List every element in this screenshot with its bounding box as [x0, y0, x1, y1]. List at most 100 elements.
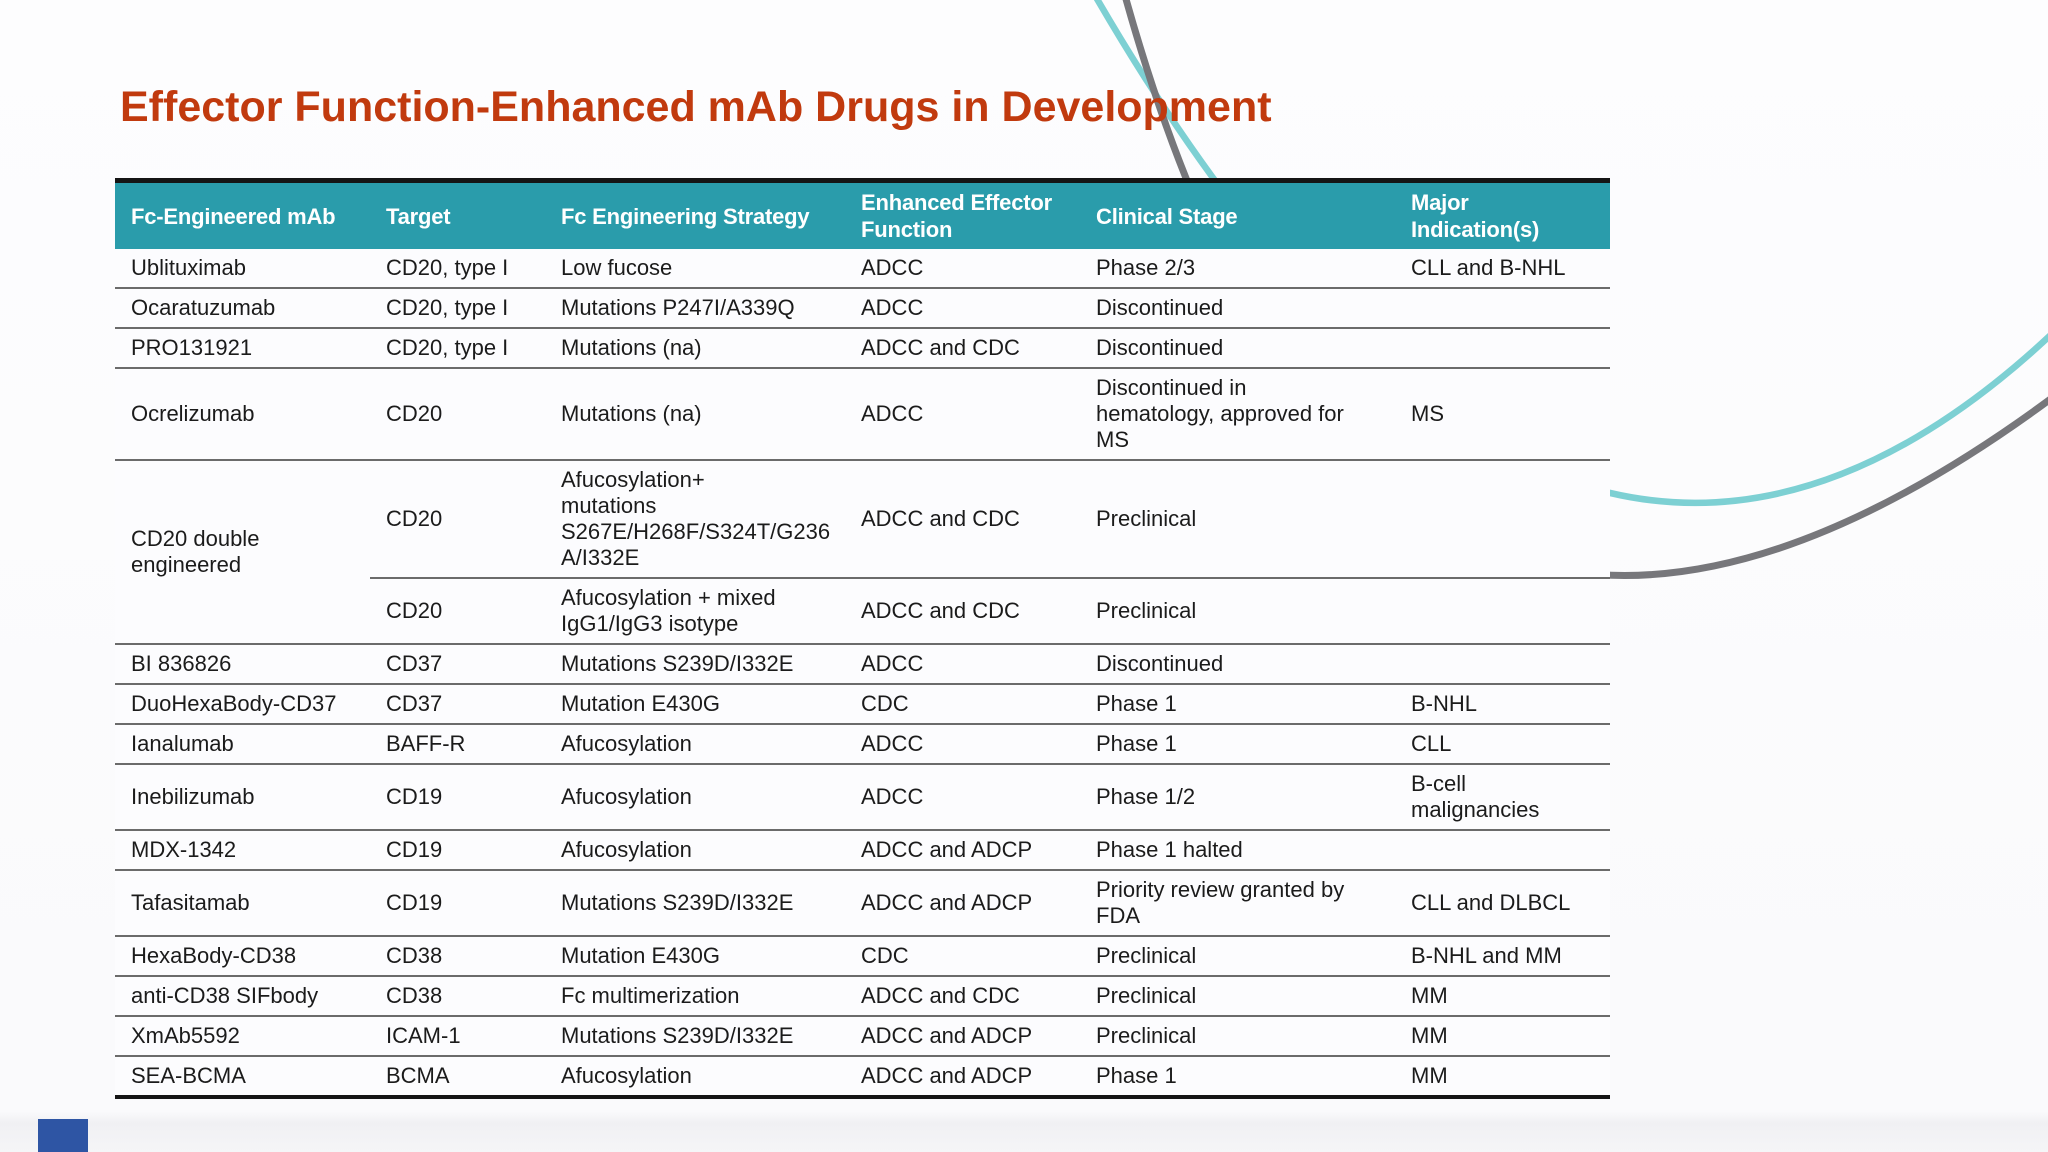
table-cell: Discontinued	[1080, 327, 1395, 368]
table-row: BI 836826 CD37 Mutations S239D/I332E ADCC Di…	[115, 643, 1610, 684]
table-row: CD20 Afucosylation + mixed IgG1/IgG3 isot…	[115, 577, 1610, 644]
table-row: SEA-BCMA BCMA Afucosylation ADCC and ADCP Ph…	[115, 1055, 1610, 1097]
slide-title: Effector Function-Enhanced mAb Drugs in …	[120, 83, 1272, 131]
table-cell: Mutations P247I/A339Q	[545, 287, 845, 328]
table-cell: CD20, type I	[370, 287, 545, 328]
table-row: Ocaratuzumab CD20, type I Mutations P247I/…	[115, 287, 1610, 328]
table-cell: ADCC	[845, 367, 1080, 460]
table-row: MDX-1342 CD19 Afucosylation ADCC and ADCP Ph…	[115, 829, 1610, 870]
table-cell: ADCC	[845, 643, 1080, 684]
table-cell: B-cell malignancies	[1395, 763, 1610, 830]
table-cell: CDC	[845, 935, 1080, 976]
table-cell: ADCC and ADCP	[845, 829, 1080, 870]
table-cell	[1395, 829, 1610, 870]
table-cell: anti-CD38 SIFbody	[115, 975, 370, 1016]
table-header-row: Fc-Engineered mAb Target Fc Engineering St…	[115, 180, 1610, 249]
column-header-4: Clinical Stage	[1080, 180, 1395, 249]
table-cell: Phase 1/2	[1080, 763, 1395, 830]
table-cell: SEA-BCMA	[115, 1055, 370, 1097]
table-row: PRO131921 CD20, type I Mutations (na) ADCC …	[115, 327, 1610, 368]
table-cell: Ocrelizumab	[115, 367, 370, 460]
table-cell: ADCC and ADCP	[845, 1015, 1080, 1056]
table-cell	[1395, 459, 1610, 578]
table-cell: ADCC	[845, 287, 1080, 328]
table-row: DuoHexaBody-CD37 CD37 Mutation E430G CDC Pha…	[115, 683, 1610, 724]
table-cell: ADCC and CDC	[845, 975, 1080, 1016]
table-cell: Inebilizumab	[115, 763, 370, 830]
table-cell: Preclinical	[1080, 1015, 1395, 1056]
table-cell	[1395, 577, 1610, 644]
table-cell: Afucosylation + mixed IgG1/IgG3 isotype	[545, 577, 845, 644]
column-header-5: Major Indication(s)	[1395, 180, 1610, 249]
table-cell: Discontinued	[1080, 643, 1395, 684]
table-cell: B-NHL	[1395, 683, 1610, 724]
table-cell: ADCC and CDC	[845, 327, 1080, 368]
table-row: Tafasitamab CD19 Mutations S239D/I332E ADCC…	[115, 869, 1610, 936]
table-cell: ICAM-1	[370, 1015, 545, 1056]
table-row: Inebilizumab CD19 Afucosylation ADCC Phase 1…	[115, 763, 1610, 830]
table-cell: Afucosylation	[545, 763, 845, 830]
table-cell: CD38	[370, 935, 545, 976]
table-cell: Afucosylation	[545, 1055, 845, 1097]
corner-accent-square	[38, 1119, 88, 1152]
table-cell	[1395, 327, 1610, 368]
table-cell: Preclinical	[1080, 935, 1395, 976]
table-cell: CD20	[370, 577, 545, 644]
column-header-2: Fc Engineering Strategy	[545, 180, 845, 249]
table-cell: CD19	[370, 869, 545, 936]
table-cell: Afucosylation	[545, 723, 845, 764]
table-cell: XmAb5592	[115, 1015, 370, 1056]
mab-drugs-table: Fc-Engineered mAb Target Fc Engineering St…	[115, 178, 1610, 1099]
table-cell: CD20, type I	[370, 327, 545, 368]
table-cell: CD20 double engineered	[115, 459, 370, 644]
table-cell: Mutations (na)	[545, 367, 845, 460]
table-cell: ADCC and ADCP	[845, 1055, 1080, 1097]
table-row: anti-CD38 SIFbody CD38 Fc multimerization A…	[115, 975, 1610, 1016]
table-cell: Mutations S239D/I332E	[545, 1015, 845, 1056]
table-body: Ublituximab CD20, type I Low fucose ADCC Pha…	[115, 249, 1610, 1097]
table-cell: Mutations (na)	[545, 327, 845, 368]
table-cell: ADCC and CDC	[845, 577, 1080, 644]
table-cell: Ianalumab	[115, 723, 370, 764]
table-cell: MM	[1395, 1055, 1610, 1097]
table-cell: CLL	[1395, 723, 1610, 764]
table-row: Ocrelizumab CD20 Mutations (na) ADCC Discont…	[115, 367, 1610, 460]
table-cell: Phase 1	[1080, 723, 1395, 764]
table-cell: Afucosylation	[545, 829, 845, 870]
table-cell: CD37	[370, 643, 545, 684]
table-cell: ADCC and CDC	[845, 459, 1080, 578]
table-cell: Fc multimerization	[545, 975, 845, 1016]
table-cell: CD37	[370, 683, 545, 724]
column-header-0: Fc-Engineered mAb	[115, 180, 370, 249]
table-cell: Mutation E430G	[545, 935, 845, 976]
column-header-1: Target	[370, 180, 545, 249]
table-cell: Tafasitamab	[115, 869, 370, 936]
table-cell: Phase 1	[1080, 1055, 1395, 1097]
table-cell	[1395, 287, 1610, 328]
table-cell: CD19	[370, 829, 545, 870]
table-cell: B-NHL and MM	[1395, 935, 1610, 976]
table-cell: ADCC	[845, 763, 1080, 830]
table-cell: MM	[1395, 975, 1610, 1016]
table-cell: CD38	[370, 975, 545, 1016]
table-cell: BAFF-R	[370, 723, 545, 764]
table-cell: BCMA	[370, 1055, 545, 1097]
table-cell: Ocaratuzumab	[115, 287, 370, 328]
table-cell: DuoHexaBody-CD37	[115, 683, 370, 724]
table-cell: Discontinued	[1080, 287, 1395, 328]
table-cell: CD20	[370, 367, 545, 460]
table-cell: Phase 1 halted	[1080, 829, 1395, 870]
table-row: HexaBody-CD38 CD38 Mutation E430G CDC Precli…	[115, 935, 1610, 976]
table-cell: HexaBody-CD38	[115, 935, 370, 976]
table-cell: ADCC	[845, 723, 1080, 764]
table-cell: CD19	[370, 763, 545, 830]
table-cell: Ublituximab	[115, 249, 370, 288]
table-cell: Preclinical	[1080, 975, 1395, 1016]
table-cell: BI 836826	[115, 643, 370, 684]
table-cell: Mutations S239D/I332E	[545, 643, 845, 684]
table-cell: Discontinued in hematology, approved for…	[1080, 367, 1395, 460]
table-row: Ublituximab CD20, type I Low fucose ADCC Pha…	[115, 249, 1610, 288]
table-cell: Preclinical	[1080, 577, 1395, 644]
